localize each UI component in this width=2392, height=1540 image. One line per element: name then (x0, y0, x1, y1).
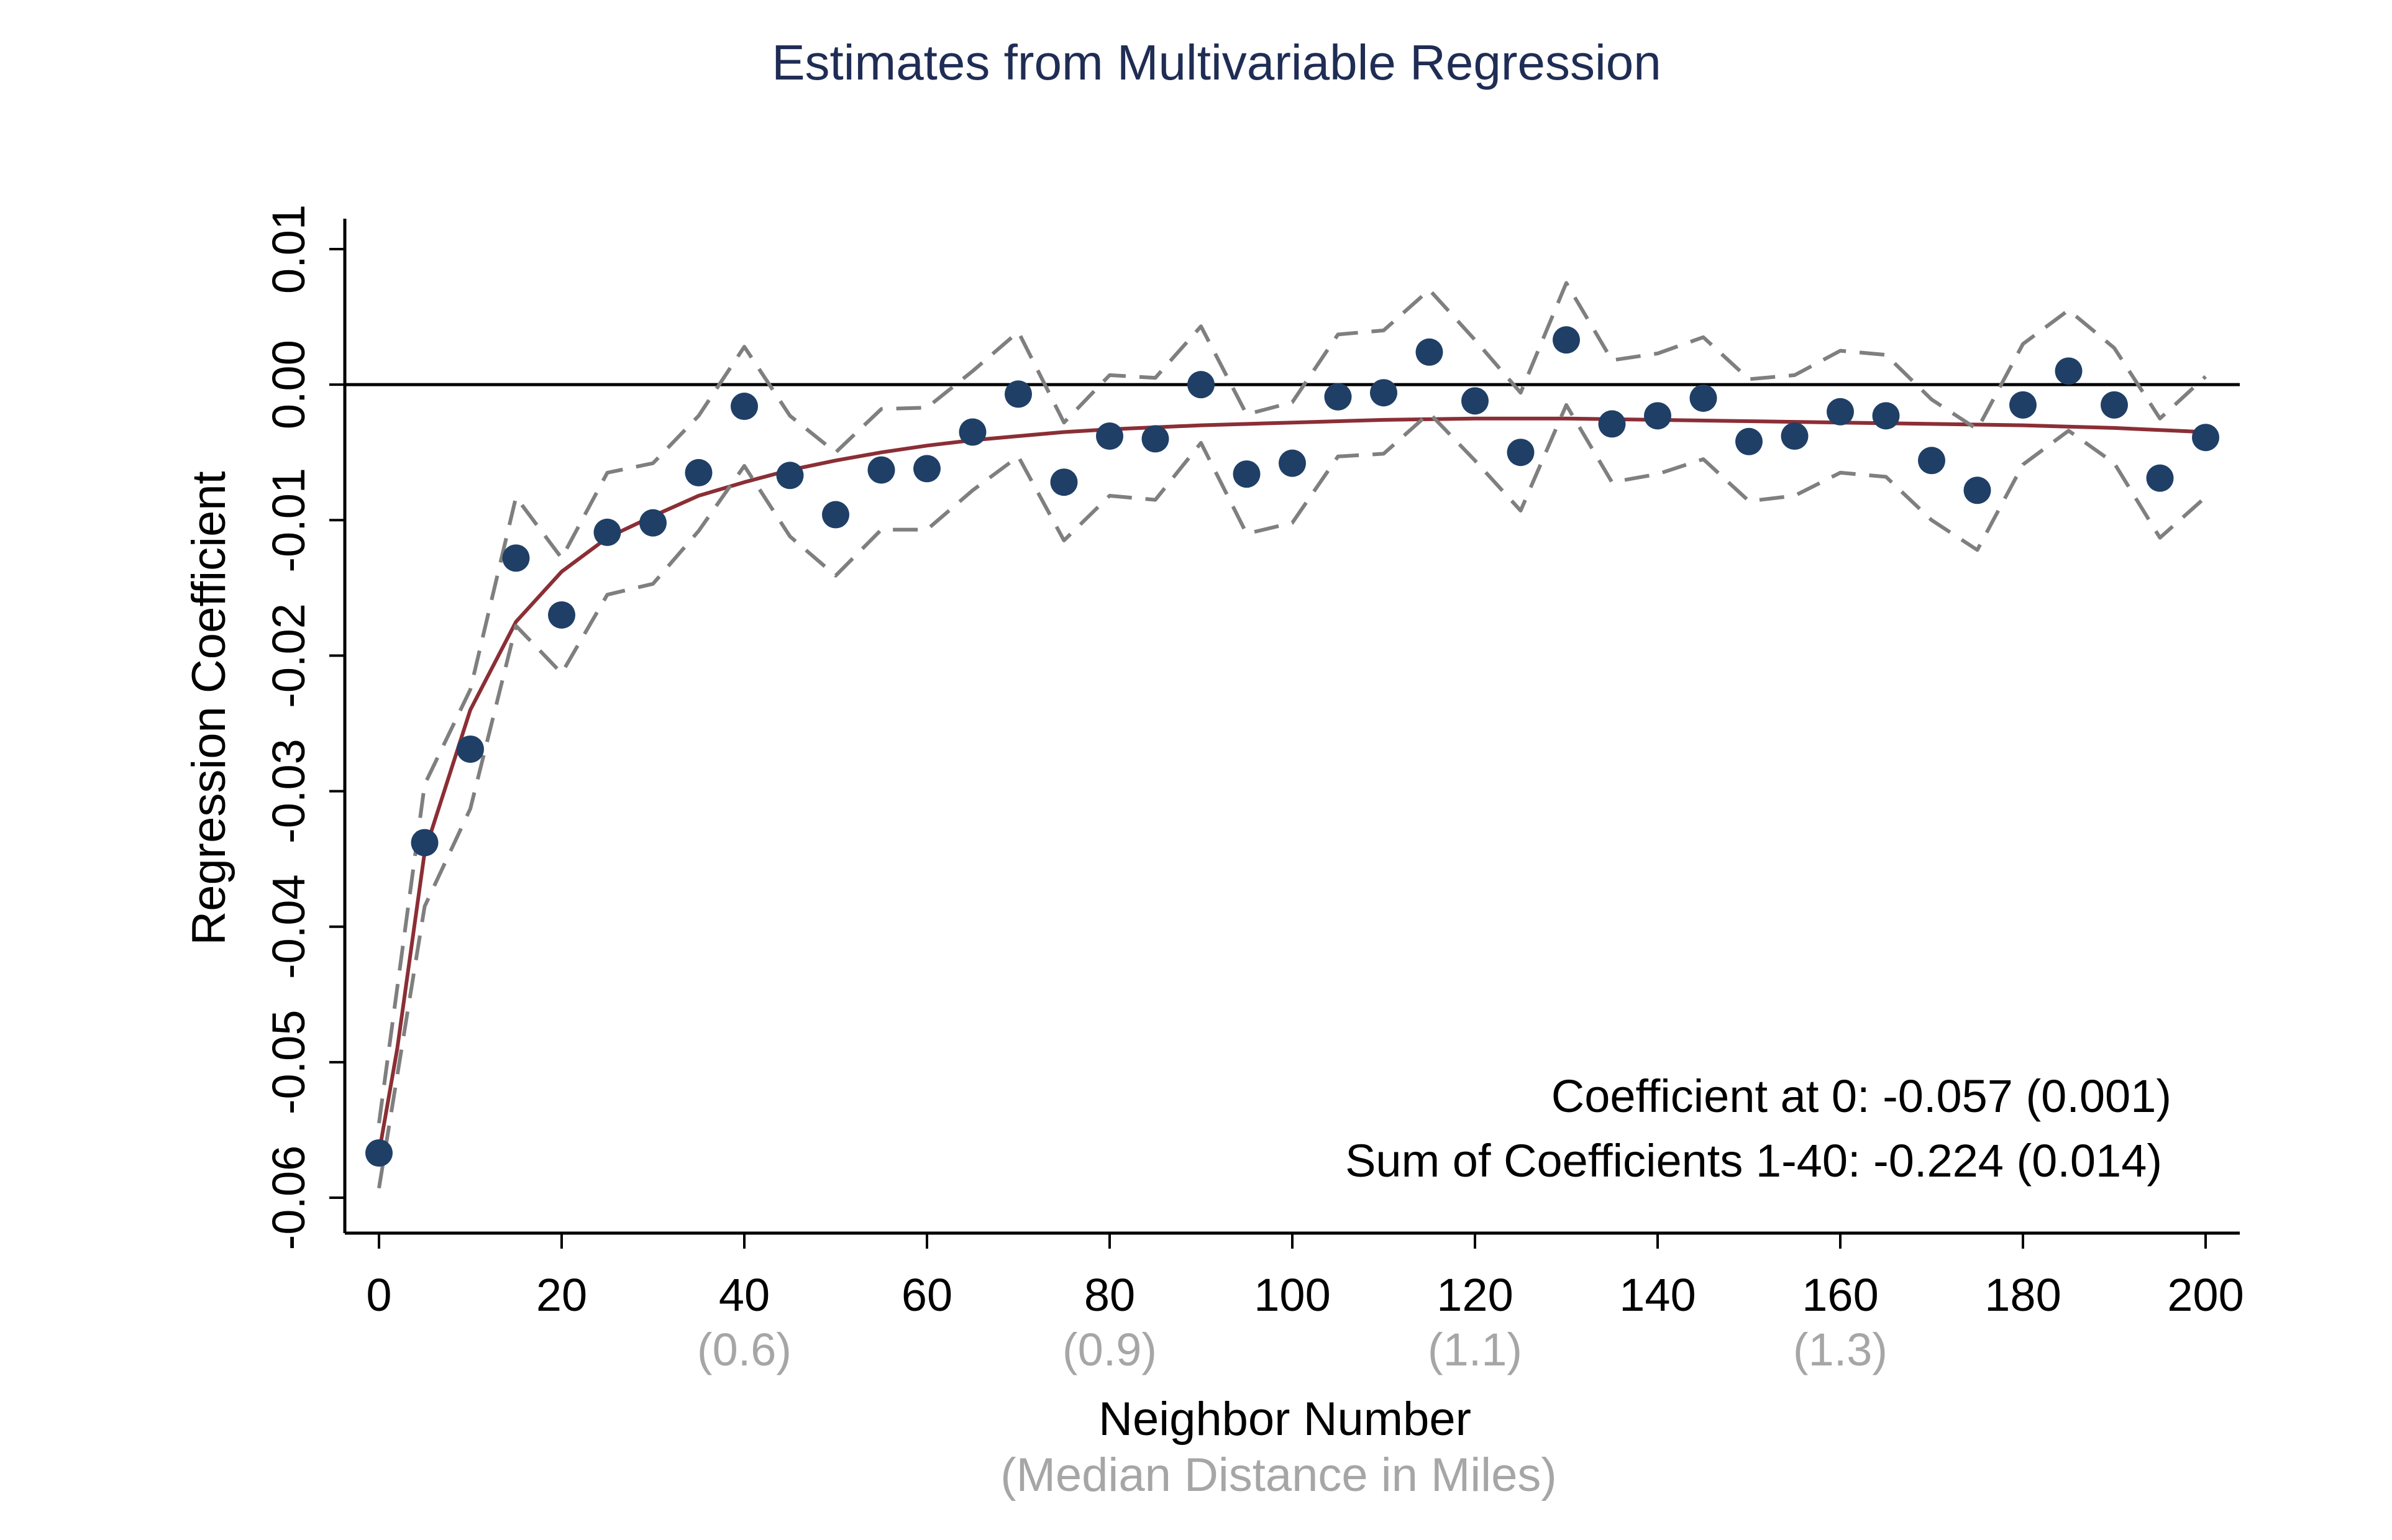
y-tick-label: 0.01 (263, 204, 314, 294)
y-ticks: -0.06 -0.05 -0.04 -0.03 -0.02 -0.01 0.00 0.01 (263, 204, 345, 1250)
y-tick-label: -0.06 (263, 1146, 314, 1251)
x-tick-label: 40 (719, 1269, 770, 1321)
coefficient-point (685, 458, 713, 486)
plot-points (365, 326, 2219, 1167)
x-tick-label: 140 (1619, 1269, 1696, 1321)
coefficient-point (1918, 447, 1945, 475)
coefficient-point (1827, 398, 1854, 426)
y-tick-label: 0.00 (263, 340, 314, 429)
coefficient-point (1507, 439, 1535, 467)
coefficient-point (1689, 384, 1717, 412)
x-tick-label: 20 (536, 1269, 587, 1321)
coefficient-point (1415, 338, 1443, 366)
coefficient-point (913, 455, 941, 483)
x-axis-title: Neighbor Number (1098, 1393, 1471, 1446)
y-tick-label: -0.03 (263, 739, 314, 844)
x-ticks: 0 20 40 60 80 100 120 140 160 180 200 (0.6) (0.9) (1.… (366, 1233, 2244, 1375)
fitted-curve (377, 416, 2206, 1154)
x-tick-label: 180 (1984, 1269, 2061, 1321)
coefficient-point (959, 418, 987, 446)
coefficient-point (822, 501, 849, 529)
coefficient-point (1370, 379, 1397, 407)
coefficient-point (502, 544, 530, 572)
coefficient-point (1050, 468, 1078, 496)
y-tick-label: -0.04 (263, 874, 314, 979)
x-tick-label: 200 (2167, 1269, 2244, 1321)
coefficient-point (548, 601, 575, 629)
coefficient-point (1187, 371, 1215, 399)
coefficient-point (776, 462, 804, 490)
x-tick-label: 80 (1084, 1269, 1135, 1321)
x-tick-label: 100 (1254, 1269, 1330, 1321)
coefficient-point (1598, 410, 1626, 438)
coefficient-point (1553, 326, 1580, 354)
coefficient-point (2055, 357, 2083, 385)
coefficient-point (1461, 387, 1489, 415)
coefficient-point (731, 393, 758, 421)
coefficient-point (2101, 391, 2128, 419)
coefficient-point (593, 518, 621, 546)
plot-lines (345, 281, 2240, 1189)
coefficient-point (2146, 464, 2174, 492)
coefficient-point (2192, 424, 2219, 452)
coefficient-point (457, 735, 484, 763)
coefficient-point (1735, 427, 1763, 455)
ci-lower-line (377, 403, 2207, 1189)
x-sub-tick-label: (0.6) (697, 1324, 792, 1375)
y-axis-title: Regression Coefficient (183, 471, 235, 945)
y-tick-label: -0.05 (263, 1010, 314, 1115)
coefficient-point (1324, 383, 1352, 411)
coefficient-point (2009, 391, 2037, 419)
annotation-coefficient-at-zero: Coefficient at 0: -0.057 (0.001) (1551, 1070, 2171, 1122)
coefficient-point (411, 829, 439, 857)
coefficient-point (365, 1139, 393, 1167)
coefficient-point (1781, 422, 1809, 450)
annotation-sum-of-coefficients: Sum of Coefficients 1-40: -0.224 (0.014) (1345, 1135, 2162, 1187)
x-tick-label: 160 (1802, 1269, 1878, 1321)
coefficient-point (1963, 476, 1991, 504)
coefficient-point (867, 456, 895, 484)
x-sub-tick-label: (1.1) (1428, 1324, 1522, 1375)
y-tick-label: -0.01 (263, 468, 314, 573)
chart-title: Estimates from Multivariable Regression (772, 35, 1661, 90)
x-sub-tick-label: (0.9) (1062, 1324, 1157, 1375)
coefficient-point (1644, 402, 1671, 430)
x-tick-label: 120 (1436, 1269, 1513, 1321)
coefficient-point (1141, 425, 1169, 453)
x-axis-subtitle: (Median Distance in Miles) (1000, 1449, 1556, 1501)
coefficient-point (1096, 422, 1123, 450)
x-sub-tick-label: (1.3) (1793, 1324, 1888, 1375)
x-tick-label: 0 (366, 1269, 391, 1321)
coefficient-point (1233, 460, 1261, 488)
y-tick-label: -0.02 (263, 603, 314, 708)
coefficient-point (1279, 449, 1306, 477)
x-tick-label: 60 (902, 1269, 952, 1321)
coefficient-point (1005, 380, 1032, 408)
coefficient-point (1872, 402, 1900, 430)
coefficient-point (639, 509, 667, 537)
ci-upper-line (377, 281, 2207, 1124)
